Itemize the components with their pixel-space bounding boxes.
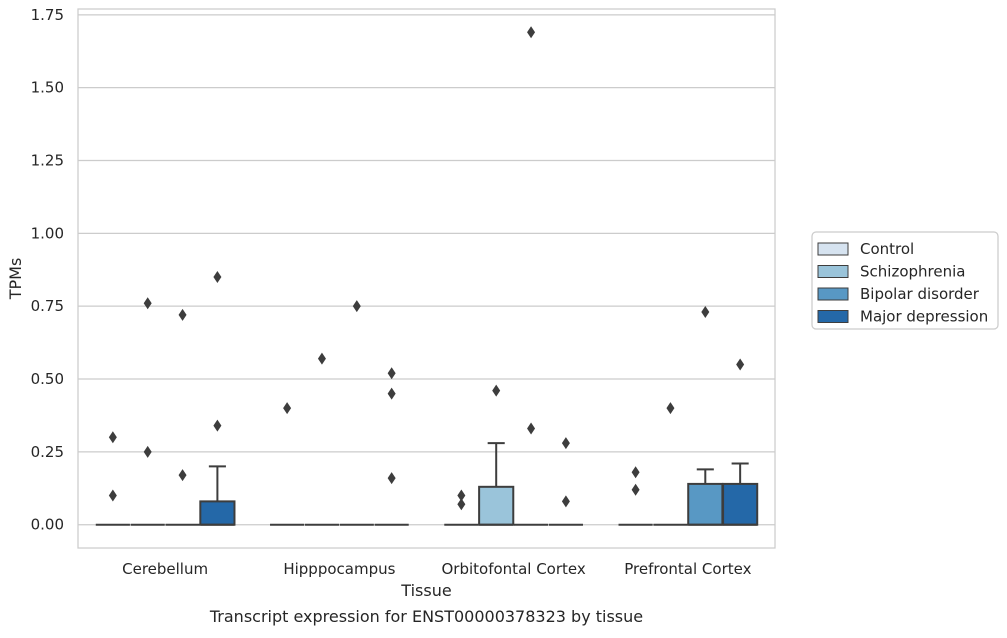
legend-label: Schizophrenia bbox=[860, 263, 965, 281]
outlier-point bbox=[457, 498, 466, 511]
y-tick-label: 0.50 bbox=[31, 370, 64, 388]
box-group bbox=[687, 306, 724, 526]
x-tick-label: Hipppocampus bbox=[283, 560, 395, 578]
box-group bbox=[478, 384, 515, 526]
x-tick-labels: Cerebellum Hipppocampus Orbitofontal Corte… bbox=[122, 560, 751, 578]
outlier-point bbox=[143, 445, 152, 458]
box-group bbox=[339, 300, 374, 526]
outlier-point bbox=[178, 469, 187, 482]
legend-label: Major depression bbox=[860, 308, 988, 326]
outlier-point bbox=[387, 472, 396, 485]
y-tick-label: 1.50 bbox=[31, 79, 64, 97]
legend-label: Control bbox=[860, 240, 914, 258]
x-tick-label: Orbitofontal Cortex bbox=[442, 560, 586, 578]
outlier-point bbox=[631, 483, 640, 496]
y-tick-label: 1.00 bbox=[31, 224, 64, 242]
outlier-point bbox=[283, 402, 292, 415]
y-tick-label: 0.25 bbox=[31, 443, 64, 461]
y-tick-label: 1.75 bbox=[31, 6, 64, 24]
legend-swatch bbox=[817, 265, 849, 278]
chart-title: Transcript expression for ENST0000037832… bbox=[209, 607, 643, 626]
outlier-point bbox=[387, 367, 396, 380]
outlier-point bbox=[352, 300, 361, 313]
legend-swatch bbox=[817, 310, 849, 323]
outlier-point bbox=[561, 495, 570, 508]
outlier-point bbox=[213, 419, 222, 432]
outlier-point bbox=[108, 431, 117, 444]
outlier-point bbox=[178, 308, 187, 321]
box-group bbox=[199, 271, 236, 526]
box-group bbox=[513, 26, 549, 526]
plot-frame bbox=[77, 8, 776, 549]
outlier-point bbox=[527, 26, 536, 39]
outlier-point bbox=[527, 422, 536, 435]
outlier-point bbox=[492, 384, 501, 397]
x-axis-label: Tissue bbox=[400, 581, 451, 600]
y-tick-label: 1.25 bbox=[31, 152, 64, 170]
outlier-point bbox=[387, 387, 396, 400]
y-tick-labels: 0.00 0.25 0.50 0.75 1.00 1.25 1.50 1.75 bbox=[31, 6, 64, 534]
grid-layer bbox=[78, 14, 775, 526]
box-group bbox=[95, 431, 130, 526]
box-group bbox=[304, 352, 340, 526]
outlier-point bbox=[736, 358, 745, 371]
marks-layer bbox=[95, 26, 759, 526]
box bbox=[722, 482, 759, 526]
outlier-point bbox=[108, 489, 117, 502]
box bbox=[478, 485, 515, 526]
legend-label: Bipolar disorder bbox=[860, 285, 980, 303]
outlier-point bbox=[457, 489, 466, 502]
box-group bbox=[270, 402, 305, 526]
x-tick-label: Cerebellum bbox=[122, 560, 208, 578]
box bbox=[687, 482, 724, 526]
y-tick-label: 0.75 bbox=[31, 297, 64, 315]
box-group bbox=[165, 308, 200, 526]
box-group bbox=[618, 466, 653, 526]
legend: Control Schizophrenia Bipolar disorder Majo… bbox=[811, 231, 999, 330]
outlier-point bbox=[631, 466, 640, 479]
outlier-point bbox=[561, 437, 570, 450]
y-axis-label: TPMs bbox=[6, 258, 25, 301]
legend-swatch bbox=[817, 287, 849, 301]
box-group bbox=[130, 297, 165, 526]
outlier-point bbox=[143, 297, 152, 310]
outlier-point bbox=[666, 402, 675, 415]
legend-frame bbox=[811, 231, 999, 330]
box-group bbox=[653, 402, 688, 526]
y-tick-label: 0.00 bbox=[31, 516, 64, 534]
box-group bbox=[548, 437, 583, 526]
outlier-point bbox=[701, 306, 710, 319]
x-tick-label: Prefrontal Cortex bbox=[624, 560, 751, 578]
box-group bbox=[444, 489, 479, 526]
legend-swatch bbox=[817, 242, 849, 256]
box bbox=[199, 500, 236, 526]
box-group bbox=[374, 367, 409, 526]
box-group bbox=[722, 358, 759, 526]
outlier-point bbox=[213, 271, 222, 284]
outlier-point bbox=[317, 352, 326, 365]
